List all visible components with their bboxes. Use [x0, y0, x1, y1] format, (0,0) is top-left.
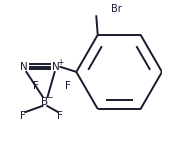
Text: Br: Br — [111, 4, 121, 14]
Text: +: + — [57, 58, 63, 67]
Text: −: − — [46, 93, 52, 102]
Text: F: F — [65, 81, 71, 91]
Text: N: N — [20, 62, 28, 72]
Text: B: B — [41, 97, 49, 107]
Text: F: F — [20, 111, 26, 121]
Text: F: F — [57, 111, 62, 121]
Text: F: F — [33, 81, 39, 91]
Text: N: N — [52, 62, 60, 72]
